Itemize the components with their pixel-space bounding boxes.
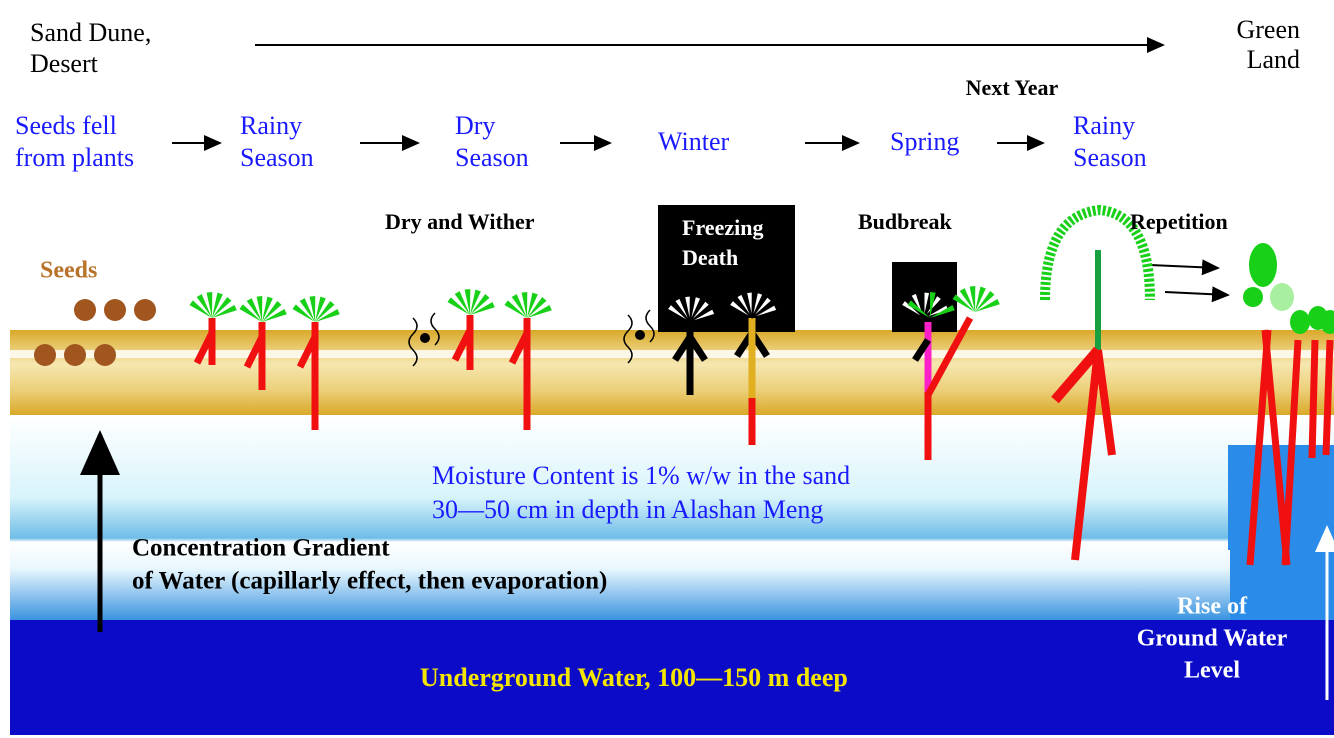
leaf xyxy=(239,304,262,322)
stage: Winter xyxy=(658,127,729,156)
seed xyxy=(94,344,116,366)
stage: Season xyxy=(1073,143,1147,172)
rise-label: Rise of xyxy=(1177,594,1248,620)
bush xyxy=(1270,283,1294,311)
start-label: Desert xyxy=(30,49,99,78)
moisture-note: 30—50 cm in depth in Alashan Meng xyxy=(432,495,823,524)
leaf xyxy=(189,300,212,318)
stage: Season xyxy=(240,143,314,172)
withered xyxy=(635,330,645,340)
page: Sand Dune, Desert Green Land Next Year S… xyxy=(0,0,1334,738)
gradient-note: Concentration Gradient xyxy=(132,535,390,562)
event-label: Freezing xyxy=(682,215,763,240)
end-label: Green xyxy=(1236,15,1300,44)
moisture-note: Moisture Content is 1% w/w in the sand xyxy=(432,461,850,490)
leaf xyxy=(292,304,315,322)
seed xyxy=(74,299,96,321)
stage: Rainy xyxy=(1073,111,1135,140)
seed xyxy=(134,299,156,321)
stage: Season xyxy=(455,143,529,172)
end-label: Land xyxy=(1247,45,1300,74)
diagram: Sand Dune, Desert Green Land Next Year S… xyxy=(0,0,1334,738)
seed xyxy=(64,344,86,366)
stage: Seeds fell xyxy=(15,111,117,140)
bush xyxy=(1290,310,1310,334)
seed xyxy=(34,344,56,366)
rise-label: Ground Water xyxy=(1137,626,1288,652)
stage: from plants xyxy=(15,143,134,172)
stem xyxy=(1312,340,1315,458)
underground-label: Underground Water, 100—150 m deep xyxy=(420,663,848,692)
arrow xyxy=(1165,292,1228,295)
withered xyxy=(420,333,430,343)
start-label: Sand Dune, xyxy=(30,18,151,47)
event-label: Budbreak xyxy=(858,209,953,234)
next-year: Next Year xyxy=(966,75,1059,100)
leaf xyxy=(504,300,527,318)
event-label: Seeds xyxy=(40,258,97,284)
stage: Dry xyxy=(455,111,495,140)
gradient-note: of Water (capillarly effect, then evapor… xyxy=(132,568,607,595)
arrow xyxy=(1150,265,1218,268)
seed xyxy=(104,299,126,321)
stage: Spring xyxy=(890,127,959,156)
event-label: Dry and Wither xyxy=(385,209,535,234)
bush xyxy=(1249,243,1277,287)
bush xyxy=(1243,287,1263,307)
event-label: Death xyxy=(682,245,738,270)
stage: Rainy xyxy=(240,111,302,140)
event-label: Repetition xyxy=(1130,209,1228,234)
leaf xyxy=(447,297,470,315)
stem xyxy=(1326,340,1330,455)
rise-label: Level xyxy=(1184,658,1240,684)
